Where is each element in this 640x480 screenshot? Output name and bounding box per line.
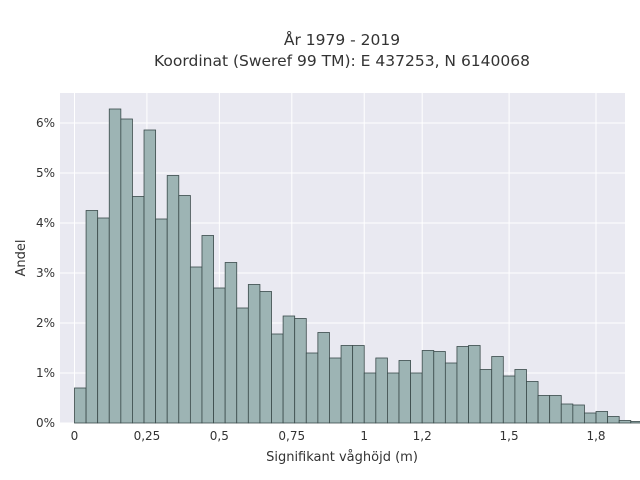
y-tick-label: 6% bbox=[36, 116, 55, 130]
histogram-bar bbox=[549, 395, 562, 424]
histogram-bar bbox=[479, 369, 493, 424]
y-tick-label: 5% bbox=[36, 166, 55, 180]
histogram-bar bbox=[143, 129, 157, 424]
histogram-bar bbox=[433, 351, 446, 424]
histogram-bar bbox=[607, 416, 620, 424]
histogram-bar bbox=[572, 404, 585, 424]
x-tick-label: 0,25 bbox=[134, 429, 161, 443]
histogram-bar bbox=[120, 118, 133, 424]
y-tick-label: 1% bbox=[36, 366, 55, 380]
histogram-bar bbox=[595, 411, 609, 424]
histogram-bar bbox=[387, 372, 400, 424]
histogram-bar bbox=[85, 210, 99, 424]
histogram-bar bbox=[421, 350, 435, 424]
histogram-bar bbox=[537, 395, 551, 424]
x-tick-label: 1,2 bbox=[413, 429, 432, 443]
histogram-bar bbox=[224, 262, 238, 424]
histogram-bar bbox=[352, 345, 365, 424]
x-axis-ticks: 0 0,25 0,5 0,75 1 1,2 1,5 1,8 bbox=[71, 429, 606, 443]
histogram-bar bbox=[189, 266, 203, 424]
histogram-bar bbox=[502, 375, 516, 424]
histogram-bar bbox=[584, 412, 597, 424]
histogram-bar bbox=[630, 421, 640, 424]
histogram-bar bbox=[201, 235, 214, 424]
histogram-bar bbox=[491, 356, 504, 424]
y-axis-ticks: 0% 1% 2% 3% 4% 5% 6% bbox=[36, 116, 55, 430]
y-axis-label: Andel bbox=[14, 240, 29, 277]
histogram-bar bbox=[155, 218, 168, 424]
histogram-bar bbox=[213, 287, 226, 424]
histogram-bar bbox=[108, 108, 122, 424]
histogram-bar bbox=[618, 420, 632, 424]
histogram-bar bbox=[178, 195, 191, 424]
histogram-bar bbox=[74, 387, 87, 424]
histogram-bar bbox=[468, 345, 481, 424]
x-tick-label: 1,8 bbox=[586, 429, 605, 443]
x-axis-label: Signifikant våghöjd (m) bbox=[266, 450, 418, 465]
x-tick-label: 0,5 bbox=[210, 429, 229, 443]
chart-title: År 1979 - 2019 bbox=[284, 30, 400, 49]
histogram-bar bbox=[456, 346, 469, 424]
histogram-bar bbox=[398, 360, 411, 424]
y-tick-label: 3% bbox=[36, 266, 55, 280]
histogram-bar bbox=[329, 357, 342, 424]
y-tick-label: 4% bbox=[36, 216, 55, 230]
histogram-bar bbox=[526, 381, 539, 424]
histogram-bar bbox=[236, 307, 249, 424]
histogram-bar bbox=[340, 345, 354, 424]
histogram-bar bbox=[514, 369, 527, 424]
histogram-bar bbox=[444, 362, 458, 424]
histogram-bar bbox=[375, 357, 388, 424]
histogram-bar bbox=[294, 318, 307, 424]
histogram-bar bbox=[363, 372, 377, 424]
y-tick-label: 0% bbox=[36, 416, 55, 430]
chart-subtitle: Koordinat (Sweref 99 TM): E 437253, N 61… bbox=[154, 52, 530, 70]
x-tick-label: 1 bbox=[360, 429, 368, 443]
histogram-bar bbox=[410, 372, 423, 424]
histogram-bar bbox=[560, 403, 574, 424]
histogram-bar bbox=[166, 175, 180, 424]
x-tick-label: 0 bbox=[71, 429, 79, 443]
histogram-bar bbox=[282, 315, 296, 424]
bars-group bbox=[74, 108, 640, 424]
histogram-bar bbox=[132, 196, 145, 424]
histogram-bar bbox=[247, 284, 261, 424]
histogram-bar bbox=[97, 217, 110, 424]
histogram-bar bbox=[271, 333, 284, 424]
x-tick-label: 0,75 bbox=[278, 429, 305, 443]
x-tick-label: 1,5 bbox=[500, 429, 519, 443]
histogram-bar bbox=[259, 291, 272, 424]
histogram-bar bbox=[305, 352, 319, 424]
histogram-bar bbox=[317, 332, 330, 424]
y-tick-label: 2% bbox=[36, 316, 55, 330]
